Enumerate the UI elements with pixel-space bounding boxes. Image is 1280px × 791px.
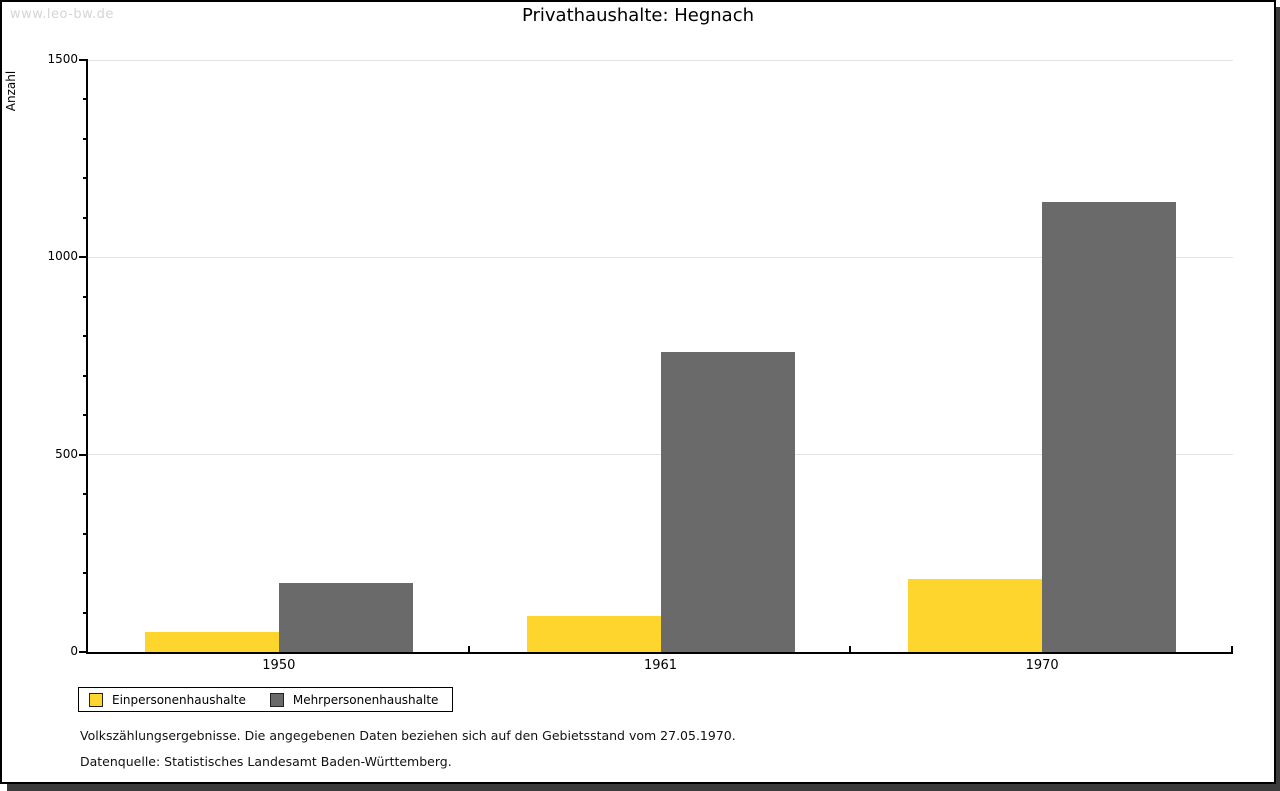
y-axis-label-text: Anzahl xyxy=(4,70,18,112)
y-tick-minor-1300 xyxy=(83,137,88,140)
y-tick-minor-1100 xyxy=(83,216,88,219)
footnote-line-1: Volkszählungsergebnisse. Die angegebenen… xyxy=(80,728,736,743)
y-tick-major-0 xyxy=(79,651,88,653)
x-tick-2 xyxy=(849,646,852,652)
bar-mehrpersonenhaushalte-1950 xyxy=(278,582,413,652)
x-tick-1 xyxy=(467,646,470,652)
x-tick-3 xyxy=(1231,646,1233,652)
bar-mehrpersonenhaushalte-1970 xyxy=(1042,202,1177,652)
legend-swatch-0 xyxy=(89,692,103,707)
gridline-1000 xyxy=(88,256,1233,258)
x-tick-label-1961: 1961 xyxy=(643,658,678,673)
chart-title: Privathaushalte: Hegnach xyxy=(521,5,755,26)
y-axis-label: Anzahl xyxy=(2,56,20,126)
watermark: www.leo-bw.de xyxy=(10,7,114,22)
y-tick-minor-900 xyxy=(83,295,88,298)
legend-label: Mehrpersonenhaushalte xyxy=(292,692,439,707)
y-tick-minor-1400 xyxy=(83,98,88,101)
legend-item-einpersonenhaushalte: Einpersonenhaushalte xyxy=(89,692,246,707)
bar-mehrpersonenhaushalte-1961 xyxy=(660,352,795,652)
y-tick-major-1500 xyxy=(79,59,88,61)
y-tick-minor-1200 xyxy=(83,177,88,180)
y-tick-label-1000: 1000 xyxy=(47,249,78,264)
legend-item-mehrpersonenhaushalte: Mehrpersonenhaushalte xyxy=(269,692,439,707)
bar-einpersonenhaushalte-1961 xyxy=(526,616,661,652)
y-tick-label-0: 0 xyxy=(70,644,78,658)
y-tick-minor-100 xyxy=(83,611,88,614)
y-tick-minor-600 xyxy=(83,414,88,417)
x-tick-label-1970: 1970 xyxy=(1025,658,1059,673)
bar-einpersonenhaushalte-1950 xyxy=(144,632,279,652)
y-tick-minor-300 xyxy=(83,532,88,535)
y-tick-major-500 xyxy=(79,453,88,456)
x-tick-label-1950: 1950 xyxy=(262,658,296,673)
gridline-1500 xyxy=(88,59,1233,61)
footnote-line-2: Datenquelle: Statistisches Landesamt Bad… xyxy=(80,754,452,769)
y-tick-major-1000 xyxy=(79,256,88,259)
y-tick-minor-400 xyxy=(83,493,88,496)
chart-legend: Einpersonenhaushalte Mehrpersonenhaushal… xyxy=(78,687,454,712)
plot-area: 0 500 1000 1500 1950 1961 1970 xyxy=(47,52,1233,673)
bar-einpersonenhaushalte-1970 xyxy=(908,579,1043,652)
y-tick-label-500: 500 xyxy=(55,446,78,461)
y-tick-minor-200 xyxy=(83,572,88,575)
legend-label: Einpersonenhaushalte xyxy=(112,692,246,707)
y-tick-minor-800 xyxy=(83,335,88,338)
legend-swatch-1 xyxy=(269,692,284,707)
y-tick-label-1500: 1500 xyxy=(47,52,78,66)
y-tick-minor-700 xyxy=(83,374,88,377)
